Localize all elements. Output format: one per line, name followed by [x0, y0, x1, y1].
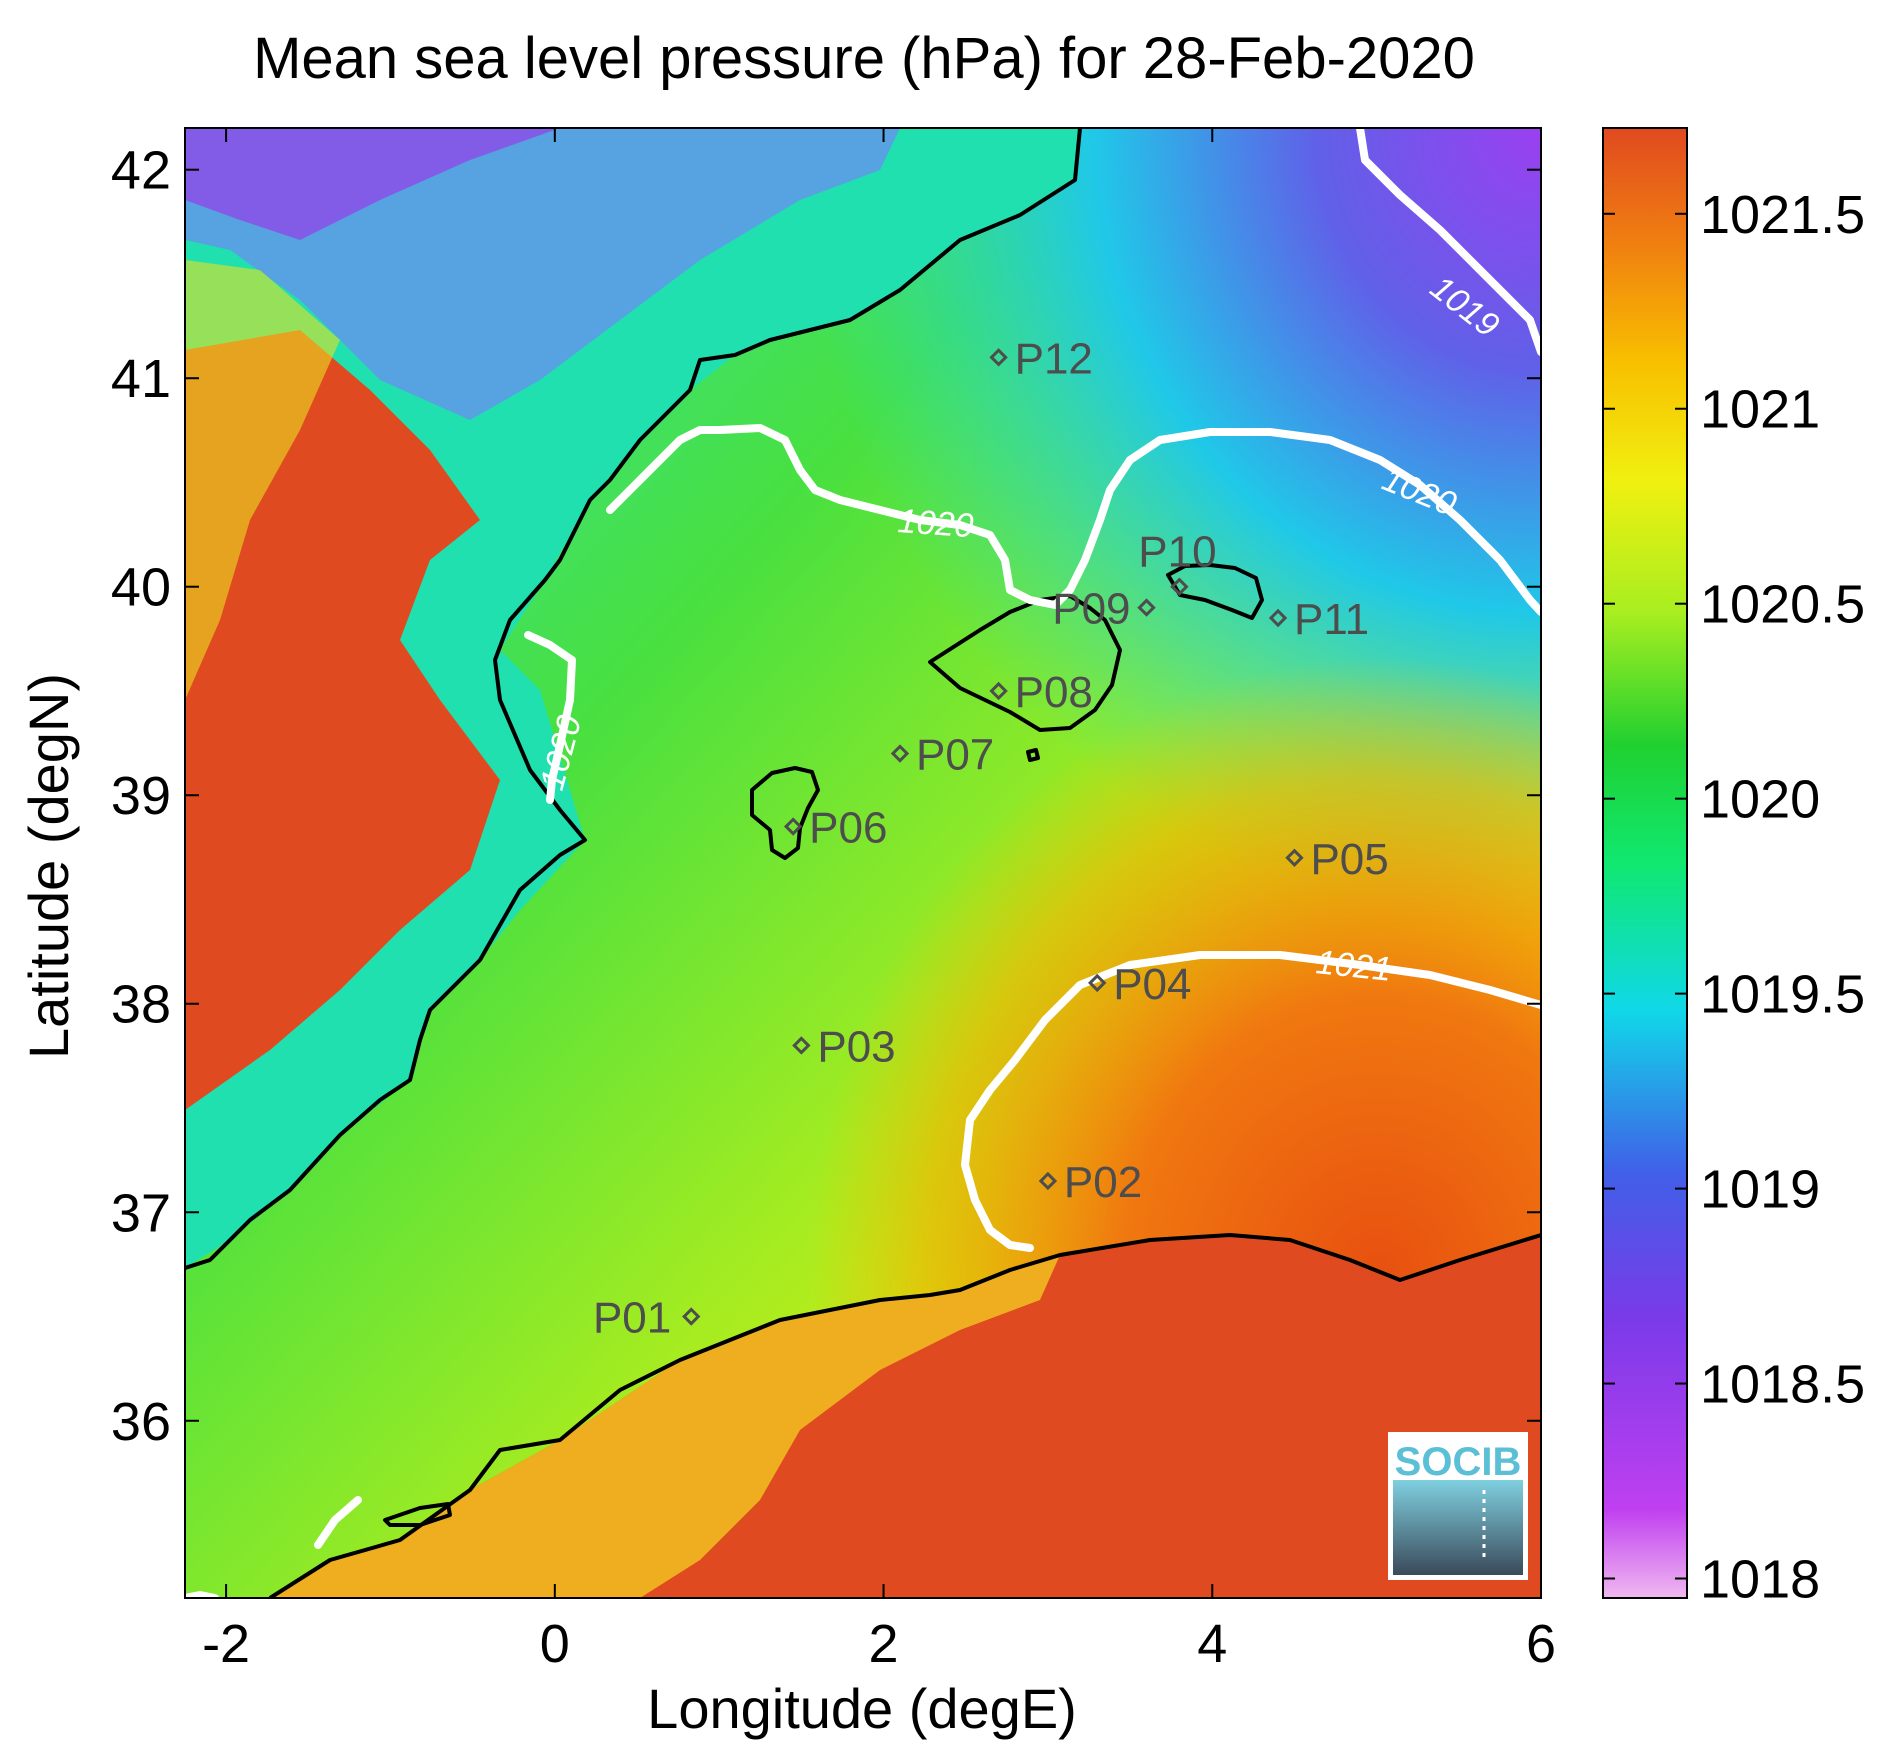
- y-tick-label: 36: [111, 1392, 171, 1452]
- africa-coastline: [268, 1233, 1541, 1598]
- station-marker: [989, 681, 1008, 701]
- x-tick-label: -2: [202, 1614, 250, 1674]
- y-tick-label: 39: [111, 766, 171, 826]
- mallorca-island: [928, 594, 1122, 732]
- x-tick-label: 6: [1526, 1614, 1556, 1674]
- y-tick-label: 41: [111, 349, 171, 409]
- socib-logo: SOCIB: [1388, 1432, 1528, 1580]
- iberia-land: [185, 128, 1080, 1268]
- contour-label-1021: 1021: [1314, 943, 1393, 989]
- station-label: P09: [1052, 585, 1130, 634]
- y-axis-label: Latitude (degN): [17, 673, 80, 1059]
- menorca-island: [1166, 563, 1264, 620]
- map-plot-area: 1019 1020 1020 1020 1021 P01P02P03P04P05…: [185, 128, 1541, 1598]
- contour-1020-balearic: [606, 424, 1541, 616]
- station-marker: [890, 744, 910, 763]
- iberia-north-purple: [185, 128, 560, 240]
- station-label: P12: [1015, 334, 1093, 383]
- colorbar-tick-label: 1020.5: [1700, 575, 1865, 635]
- y-tick-label: 40: [111, 558, 171, 618]
- station-label: P03: [817, 1022, 895, 1071]
- station-label: P07: [916, 731, 994, 780]
- station-marker: [1268, 608, 1288, 628]
- x-tick-label: 4: [1197, 1614, 1227, 1674]
- cabrera-island: [1026, 748, 1040, 762]
- iberia-highlands-yellow: [185, 260, 340, 700]
- station-marker: [1137, 598, 1156, 617]
- station-marker: [1285, 848, 1304, 867]
- station-marker: [989, 348, 1008, 367]
- x-tick-label: 0: [540, 1614, 570, 1674]
- station-label: P11: [1294, 595, 1369, 644]
- africa-coast-band: [270, 1255, 1060, 1598]
- station-marker: [783, 817, 803, 836]
- station-marker: [682, 1307, 701, 1326]
- socib-logo-text: SOCIB: [1395, 1440, 1522, 1484]
- alboran-island: [383, 1502, 452, 1527]
- y-tick-label: 42: [111, 141, 171, 201]
- contour-label-1020-a: 1020: [896, 502, 974, 545]
- y-tick-label: 38: [111, 975, 171, 1035]
- colorbar-tick-label: 1021.5: [1700, 185, 1865, 245]
- x-tick-label: 2: [869, 1614, 899, 1674]
- plot-frame: [184, 127, 1542, 1599]
- station-label: P01: [593, 1294, 671, 1343]
- station-label: P02: [1064, 1158, 1142, 1207]
- contour-1020-coast: [524, 631, 576, 804]
- station-marker: [792, 1036, 811, 1055]
- colorbar-ticks: 1018 1018.5 1019 1019.5 1020 1020.5 1021 1021.5: [1603, 185, 1865, 1610]
- iberia-coastline: [185, 128, 1082, 1270]
- y-tick-label: 37: [111, 1183, 171, 1243]
- colorbar-tick-label: 1019.5: [1700, 965, 1865, 1025]
- station-label: P04: [1113, 960, 1191, 1009]
- contour-1021: [961, 951, 1541, 1252]
- contour-1019: [1356, 128, 1541, 356]
- colorbar-tick-label: 1019: [1700, 1160, 1820, 1220]
- colorbar-tick-label: 1018.5: [1700, 1355, 1865, 1415]
- chart-title: Mean sea level pressure (hPa) for 28-Feb…: [253, 26, 1475, 91]
- station-label: P08: [1015, 668, 1093, 717]
- station-label: P06: [809, 804, 887, 853]
- y-axis: 36 37 38 39 40 41 42: [111, 141, 1541, 1452]
- x-axis-label: Longitude (degE): [647, 1677, 1077, 1740]
- station-label: P05: [1310, 835, 1388, 884]
- station-marker: [1088, 973, 1107, 993]
- colorbar: [1602, 127, 1688, 1599]
- colorbar-tick-label: 1018: [1700, 1550, 1820, 1610]
- station-marker: [1038, 1171, 1058, 1191]
- station-label: P10: [1138, 528, 1216, 577]
- colorbar-tick-label: 1020: [1700, 770, 1820, 830]
- iberia-mountains: [185, 330, 500, 1110]
- station-marker: [1170, 577, 1189, 596]
- x-axis: -2 0 2 4 6: [202, 128, 1556, 1674]
- colorbar-tick-label: 1021: [1700, 380, 1820, 440]
- contour-1020-sw: [314, 1496, 362, 1549]
